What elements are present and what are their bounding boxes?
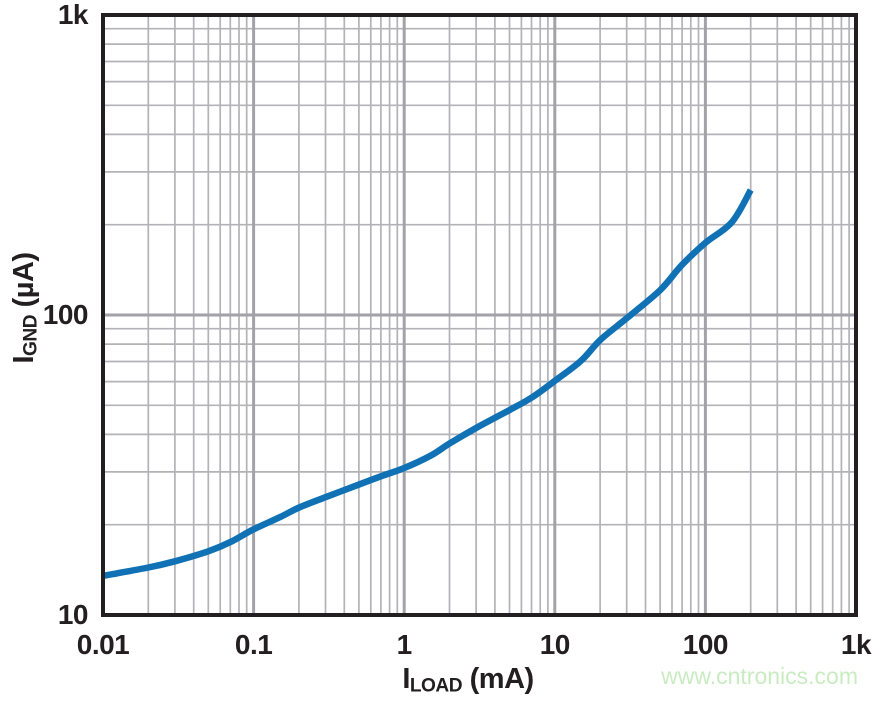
x-tick-label: 0.1 — [234, 629, 273, 660]
y-tick-label: 100 — [42, 299, 89, 330]
y-axis-symbol: I — [8, 355, 40, 364]
grid-major — [103, 15, 856, 615]
x-tick-label: 0.01 — [76, 629, 130, 660]
x-axis-title: ILOAD (mA) — [318, 664, 618, 701]
data-curve — [102, 188, 754, 580]
x-tick-label: 10 — [539, 629, 571, 660]
y-tick-label: 1k — [57, 0, 89, 30]
x-axis-unit: (mA) — [462, 663, 535, 695]
plot-border — [101, 13, 858, 617]
x-tick-label: 1k — [840, 629, 872, 660]
x-tick-label: 100 — [682, 629, 729, 660]
y-tick-label: 10 — [57, 599, 89, 630]
watermark: www.cntronics.com — [661, 663, 858, 689]
x-tick-label: 1 — [396, 629, 413, 660]
x-axis-subscript: LOAD — [409, 675, 463, 697]
x-axis-symbol: I — [402, 663, 410, 695]
